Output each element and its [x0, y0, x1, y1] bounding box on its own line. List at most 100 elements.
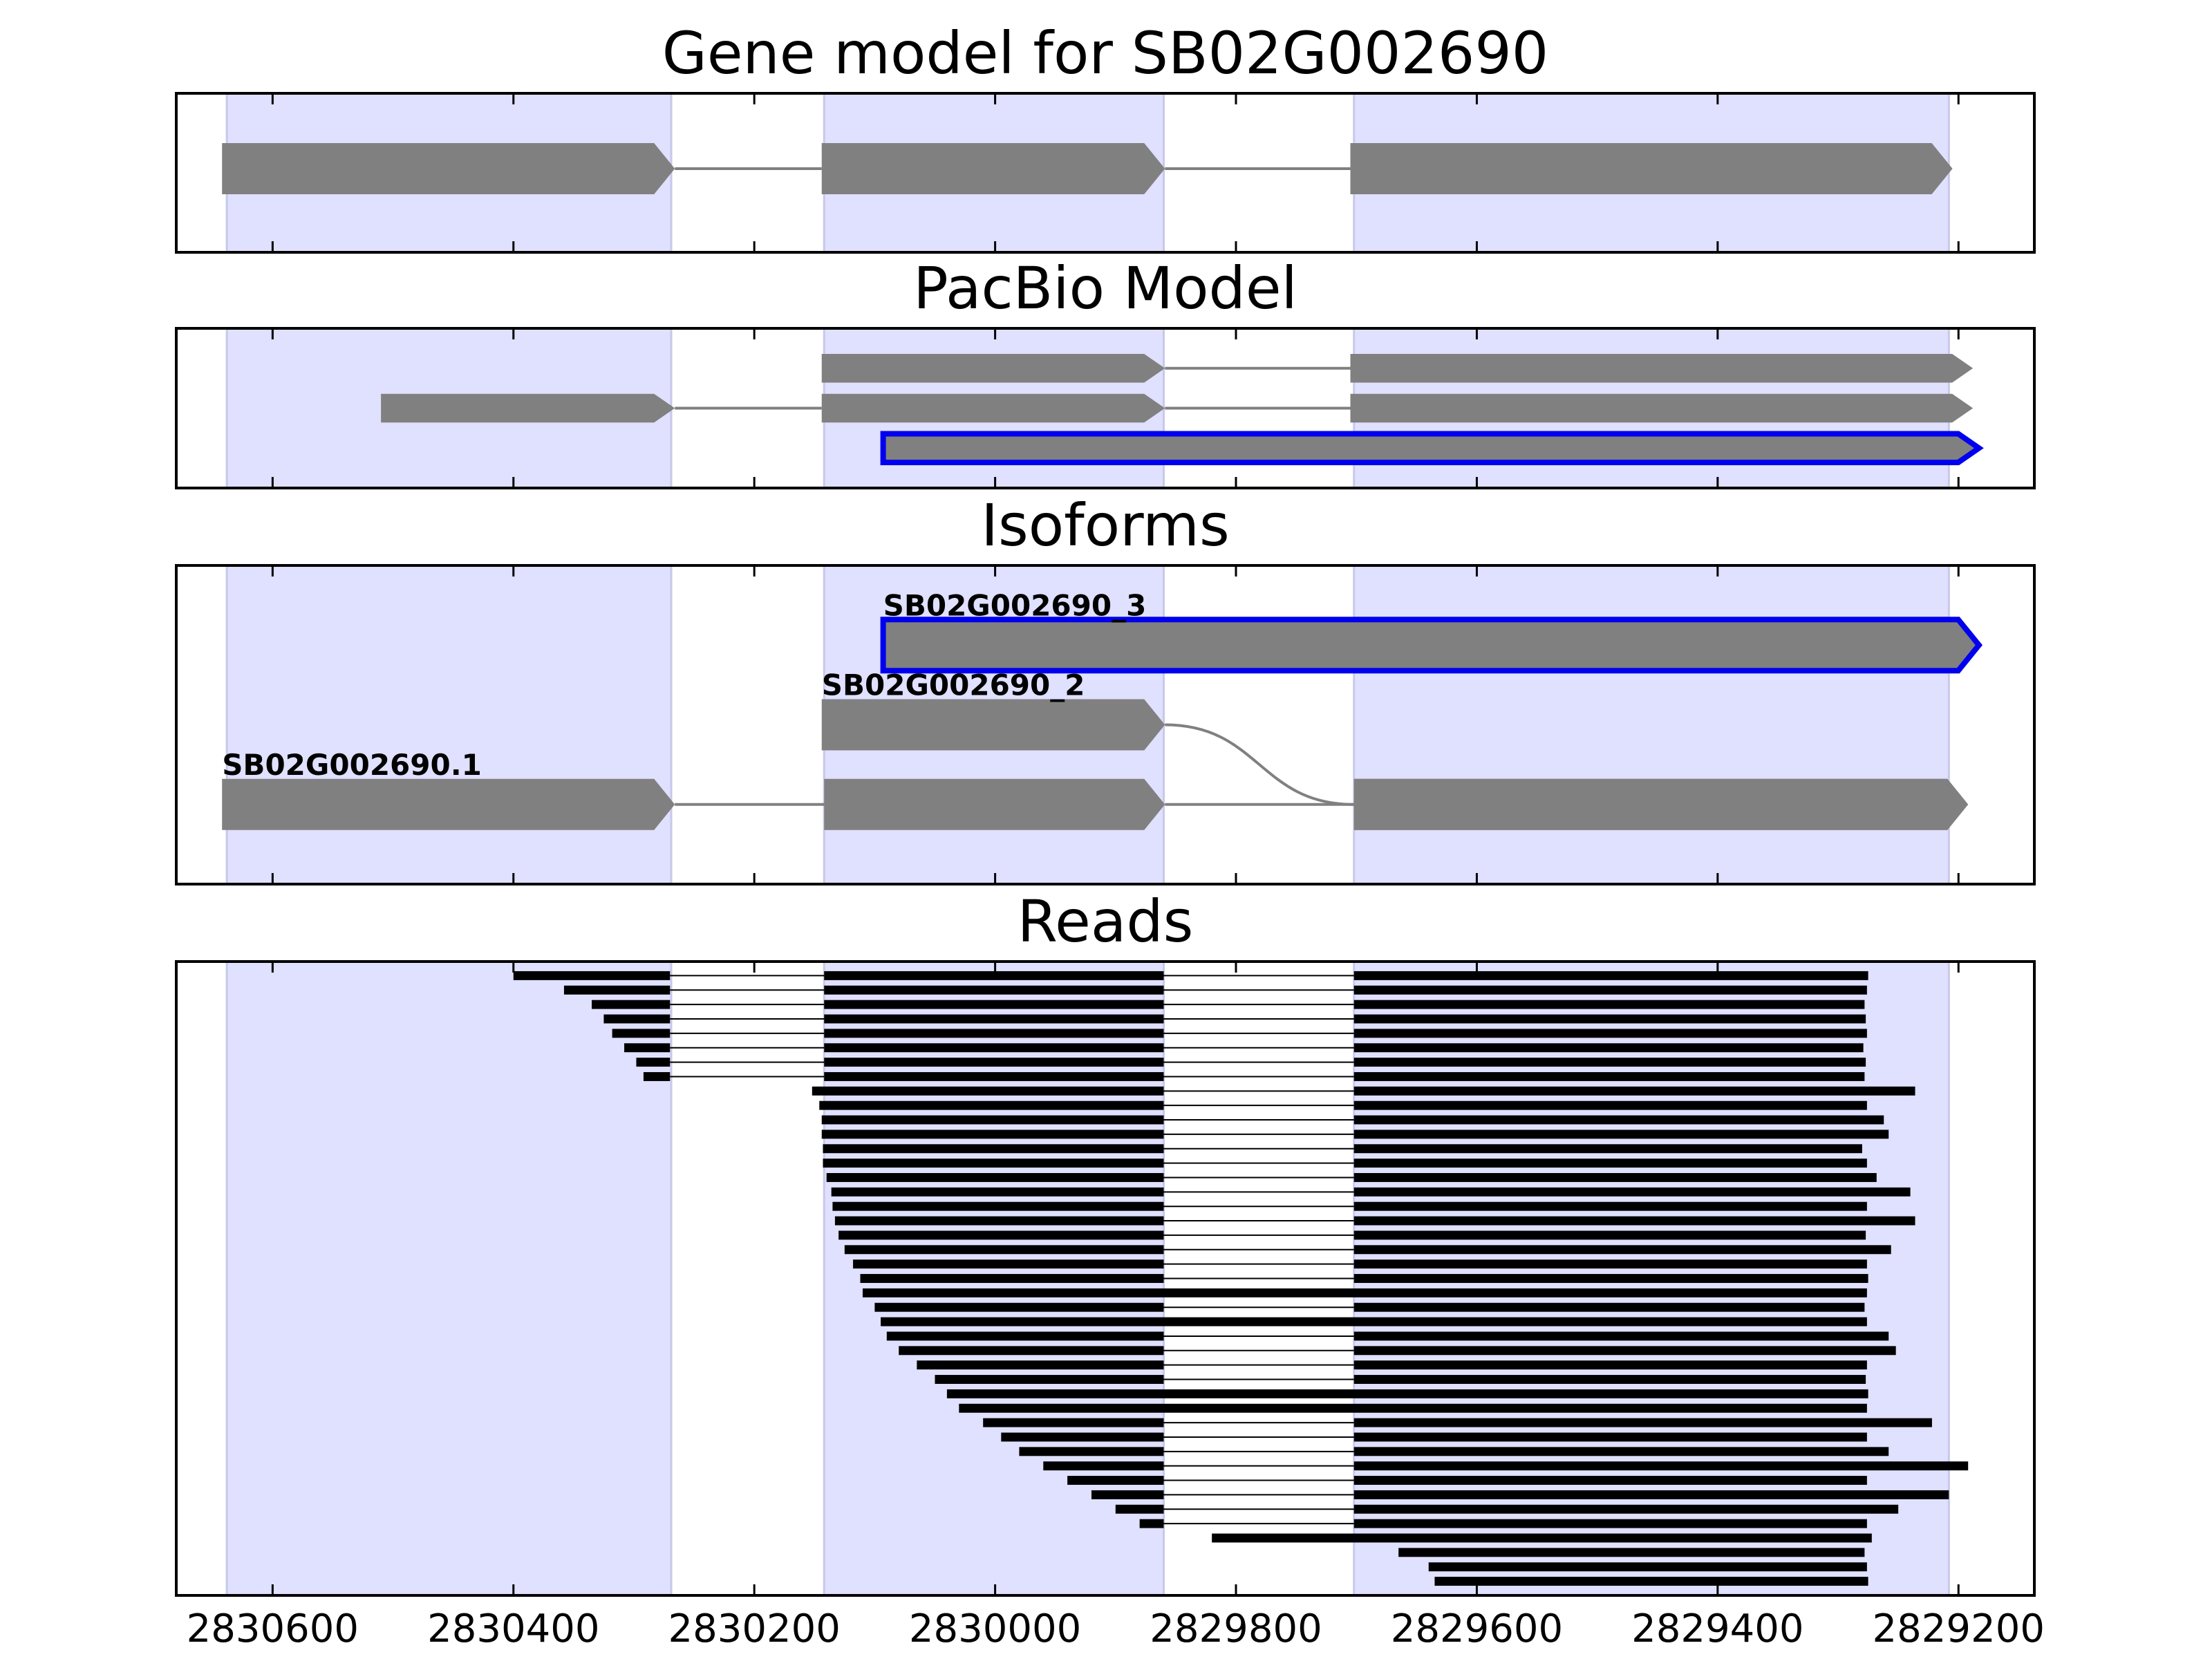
exon-region — [225, 564, 673, 885]
read-block — [1353, 1519, 1867, 1528]
panel-title: PacBio Model — [913, 254, 1297, 322]
panel-frame — [175, 327, 2036, 489]
read-block — [1353, 1014, 1866, 1024]
x-tick-label: 2829800 — [1150, 1606, 1322, 1651]
read-block — [636, 1058, 671, 1067]
exon-block — [1350, 393, 1974, 423]
read-block — [886, 1331, 1164, 1341]
exon-block — [381, 393, 675, 423]
x-tick-label: 2830600 — [187, 1606, 359, 1651]
exon-block — [1350, 143, 1953, 194]
read-block — [860, 1274, 1164, 1283]
read-block — [1353, 1029, 1867, 1038]
exon-block — [824, 778, 1165, 830]
read-block — [1353, 1476, 1867, 1485]
x-tick-label: 2830000 — [909, 1606, 1081, 1651]
read-block — [834, 1216, 1164, 1226]
read-block — [1353, 1418, 1932, 1427]
read-block — [1353, 1302, 1865, 1312]
read-block — [1353, 1259, 1867, 1269]
exon-block — [821, 393, 1165, 423]
read-block — [853, 1259, 1164, 1269]
read-block — [1353, 1201, 1867, 1211]
read-block — [1353, 1058, 1866, 1067]
read-block — [832, 1201, 1164, 1211]
read-block — [824, 1029, 1164, 1038]
read-block — [563, 985, 671, 995]
exon-block — [1353, 778, 1969, 830]
read-block — [899, 1346, 1164, 1356]
read-block — [1353, 1173, 1877, 1182]
read-block — [1353, 1086, 1915, 1096]
read-block — [1353, 1360, 1867, 1370]
read-block — [603, 1014, 671, 1024]
x-tick-label: 2829200 — [1873, 1606, 2045, 1651]
read-block — [935, 1375, 1164, 1384]
read-block — [824, 971, 1164, 980]
read-block — [1353, 1504, 1899, 1514]
read-block — [917, 1360, 1164, 1370]
read-block — [812, 1086, 1164, 1096]
read-block — [1043, 1461, 1164, 1471]
panel-frame — [175, 564, 2036, 885]
isoform-label: SB02G002690_3 — [883, 588, 1147, 622]
x-tick-label: 2830400 — [427, 1606, 599, 1651]
intron — [1165, 723, 1354, 806]
read-block — [1353, 1432, 1867, 1442]
read-block — [881, 1317, 1867, 1327]
read-block — [1019, 1447, 1164, 1456]
read-block — [1353, 1346, 1896, 1356]
exon-block — [821, 699, 1165, 751]
read-block — [824, 1058, 1164, 1067]
panel-title: Gene model for SB02G002690 — [662, 19, 1548, 87]
read-block — [624, 1043, 671, 1053]
read-block — [1067, 1476, 1164, 1485]
x-tick-label: 2829600 — [1391, 1606, 1563, 1651]
read-block — [1428, 1562, 1867, 1572]
read-block — [1434, 1577, 1868, 1586]
read-block — [1353, 1130, 1889, 1139]
read-block — [1353, 1447, 1889, 1456]
panel-title: Isoforms — [981, 491, 1230, 559]
read-block — [959, 1403, 1867, 1413]
read-block — [1139, 1519, 1164, 1528]
exon-block — [1350, 353, 1974, 383]
read-block — [874, 1302, 1164, 1312]
isoform-label: SB02G002690.1 — [222, 748, 482, 782]
exon-block — [880, 617, 1983, 674]
read-block — [1212, 1533, 1872, 1543]
exon-region — [225, 960, 673, 1597]
read-block — [862, 1288, 1867, 1297]
read-block — [643, 1071, 671, 1081]
read-block — [824, 985, 1164, 995]
panel-frame — [175, 960, 2036, 1597]
read-block — [1353, 1144, 1862, 1154]
read-block — [819, 1100, 1164, 1110]
read-block — [1001, 1432, 1164, 1442]
read-block — [1353, 1000, 1865, 1009]
read-block — [1115, 1504, 1164, 1514]
read-block — [1353, 1461, 1969, 1471]
read-block — [823, 1144, 1164, 1154]
x-tick-label: 2829400 — [1631, 1606, 1803, 1651]
read-block — [1353, 1187, 1911, 1197]
read-block — [831, 1187, 1164, 1197]
read-block — [1353, 1375, 1866, 1384]
read-block — [1353, 1115, 1884, 1125]
read-block — [1353, 985, 1867, 995]
read-block — [983, 1418, 1164, 1427]
read-block — [612, 1029, 671, 1038]
read-block — [1091, 1490, 1164, 1499]
read-block — [826, 1173, 1164, 1182]
read-block — [844, 1245, 1164, 1255]
exon-region — [1353, 564, 1950, 885]
x-tick-label: 2830200 — [668, 1606, 840, 1651]
read-block — [1353, 1245, 1891, 1255]
read-block — [592, 1000, 671, 1009]
exon-block — [222, 143, 675, 194]
read-block — [824, 1043, 1164, 1053]
isoform-label: SB02G002690_2 — [822, 668, 1085, 702]
read-block — [821, 1130, 1164, 1139]
read-block — [946, 1389, 1868, 1398]
